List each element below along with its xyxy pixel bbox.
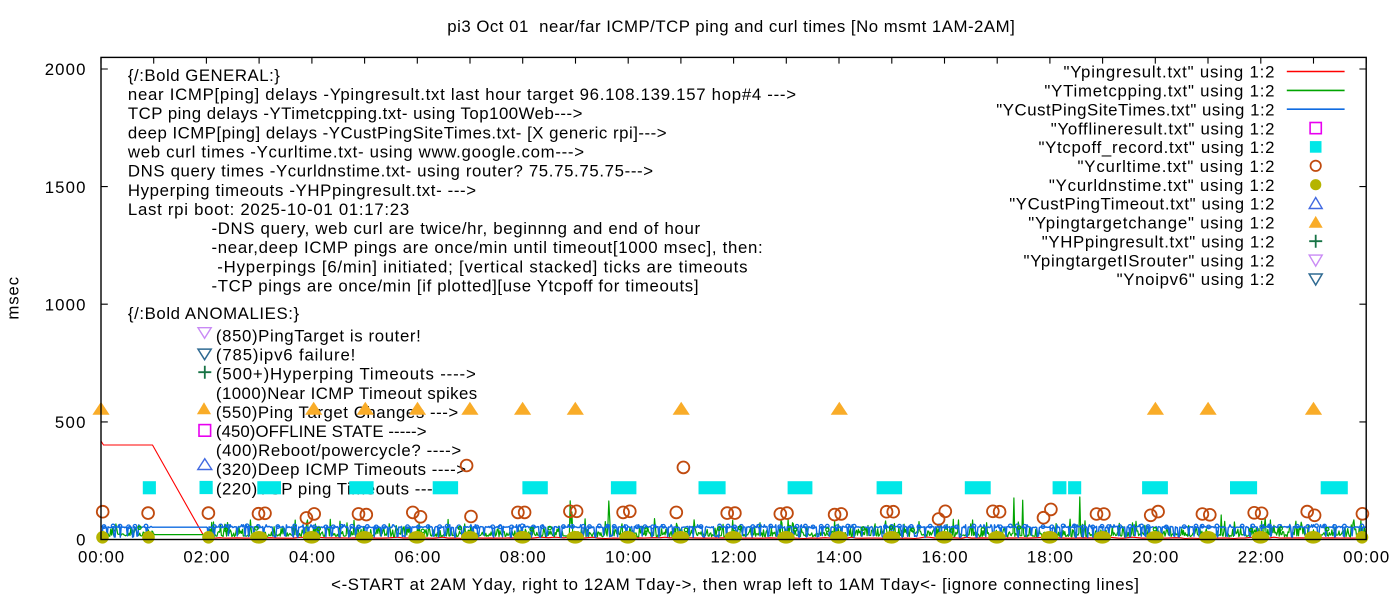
- svg-text:"Ycurltime.txt" using 1:2: "Ycurltime.txt" using 1:2: [1078, 157, 1275, 176]
- svg-text:{/:Bold ANOMALIES:}: {/:Bold ANOMALIES:}: [128, 304, 300, 323]
- svg-text:"YTimetcpping.txt" using 1:2: "YTimetcpping.txt" using 1:2: [1044, 82, 1274, 101]
- svg-text:web curl times -Ycurltime.txt-: web curl times -Ycurltime.txt- using www…: [127, 142, 584, 161]
- svg-text:(220)TCP ping Timeouts ---->: (220)TCP ping Timeouts ---->: [216, 479, 449, 498]
- svg-text:<-START at 2AM Yday, right to: <-START at 2AM Yday, right to 12AM Tday-…: [331, 575, 1139, 594]
- svg-text:08:00: 08:00: [500, 547, 546, 566]
- svg-text:00:00: 00:00: [78, 547, 124, 566]
- svg-text:(320)Deep ICMP Timeouts ---->: (320)Deep ICMP Timeouts ---->: [216, 460, 466, 479]
- svg-text:(785)ipv6 failure!: (785)ipv6 failure!: [216, 346, 355, 365]
- svg-text:-DNS query, web curl are twice: -DNS query, web curl are twice/hr, begin…: [212, 219, 701, 238]
- svg-text:Last rpi boot: 2025-10-01 01:1: Last rpi boot: 2025-10-01 01:17:23: [128, 200, 409, 219]
- svg-text:(550)Ping Target Changes --->: (550)Ping Target Changes --->: [216, 403, 458, 422]
- svg-text:00:00: 00:00: [1343, 547, 1389, 566]
- svg-text:"Ypingtargetchange" using 1:2: "Ypingtargetchange" using 1:2: [1028, 214, 1274, 233]
- svg-text:1000: 1000: [45, 295, 86, 314]
- svg-text:18:00: 18:00: [1027, 547, 1073, 566]
- svg-text:near ICMP[ping] delays -Ypingr: near ICMP[ping] delays -Ypingresult.txt …: [128, 85, 796, 104]
- svg-text:"Yofflineresult.txt" using 1:2: "Yofflineresult.txt" using 1:2: [1051, 119, 1275, 138]
- svg-text:2000: 2000: [45, 60, 86, 79]
- svg-text:02:00: 02:00: [183, 547, 229, 566]
- svg-text:"Ycurldnstime.txt" using 1:2: "Ycurldnstime.txt" using 1:2: [1049, 176, 1275, 195]
- svg-text:06:00: 06:00: [394, 547, 440, 566]
- svg-text:04:00: 04:00: [289, 547, 335, 566]
- svg-text:(400)Reboot/powercycle? ---->: (400)Reboot/powercycle? ---->: [216, 441, 461, 460]
- svg-text:{/:Bold GENERAL:}: {/:Bold GENERAL:}: [128, 66, 280, 85]
- svg-text:"YCustPingTimeout.txt" using 1: "YCustPingTimeout.txt" using 1:2: [1009, 195, 1274, 214]
- svg-text:"YHPpingresult.txt" using 1:2: "YHPpingresult.txt" using 1:2: [1042, 232, 1275, 251]
- svg-text:-TCP pings are once/min [if pl: -TCP pings are once/min [if plotted][use…: [212, 277, 699, 296]
- svg-text:16:00: 16:00: [921, 547, 967, 566]
- svg-text:10:00: 10:00: [605, 547, 651, 566]
- svg-text:"YCustPingSiteTimes.txt" using: "YCustPingSiteTimes.txt" using 1:2: [996, 100, 1274, 119]
- svg-text:Hyperping timeouts -YHPpingres: Hyperping timeouts -YHPpingresult.txt- -…: [128, 181, 476, 200]
- svg-text:-near,deep ICMP pings are once: -near,deep ICMP pings are once/min until…: [212, 238, 763, 257]
- svg-text:DNS query times -Ycurldnstime.: DNS query times -Ycurldnstime.txt- using…: [128, 162, 653, 181]
- svg-text:500: 500: [55, 413, 86, 432]
- svg-text:"YpingtargetISrouter" using 1:: "YpingtargetISrouter" using 1:2: [1024, 251, 1275, 270]
- svg-text:msec: msec: [3, 277, 22, 320]
- svg-text:22:00: 22:00: [1238, 547, 1284, 566]
- svg-text:(450)OFFLINE STATE ----->: (450)OFFLINE STATE ----->: [216, 422, 427, 441]
- svg-text:(850)PingTarget is router!: (850)PingTarget is router!: [216, 327, 421, 346]
- svg-text:20:00: 20:00: [1132, 547, 1178, 566]
- svg-text:(1000)Near ICMP Timeout spikes: (1000)Near ICMP Timeout spikes: [216, 384, 477, 403]
- svg-text:"Ytcpoff_record.txt" using 1:2: "Ytcpoff_record.txt" using 1:2: [1039, 138, 1275, 157]
- svg-text:14:00: 14:00: [816, 547, 862, 566]
- svg-text:TCP ping delays -YTimetcpping.: TCP ping delays -YTimetcpping.txt- using…: [128, 104, 583, 123]
- svg-text:0: 0: [76, 530, 85, 549]
- svg-text:1500: 1500: [45, 178, 86, 197]
- svg-text:12:00: 12:00: [711, 547, 757, 566]
- svg-text:deep ICMP[ping] delays -YCustP: deep ICMP[ping] delays -YCustPingSiteTim…: [128, 123, 667, 142]
- svg-text:(500+)Hyperping Timeouts ---->: (500+)Hyperping Timeouts ---->: [216, 365, 476, 384]
- svg-text:pi3 Oct 01 near/far ICMP/TCP: pi3 Oct 01 near/far ICMP/TCP ping and cu…: [447, 17, 1015, 36]
- svg-text:"Ypingresult.txt" using 1:2: "Ypingresult.txt" using 1:2: [1064, 63, 1275, 82]
- svg-text:-Hyperpings [6/min] initiated;: -Hyperpings [6/min] initiated; [vertical…: [217, 257, 747, 276]
- svg-text:"Ynoipv6" using 1:2: "Ynoipv6" using 1:2: [1117, 270, 1275, 289]
